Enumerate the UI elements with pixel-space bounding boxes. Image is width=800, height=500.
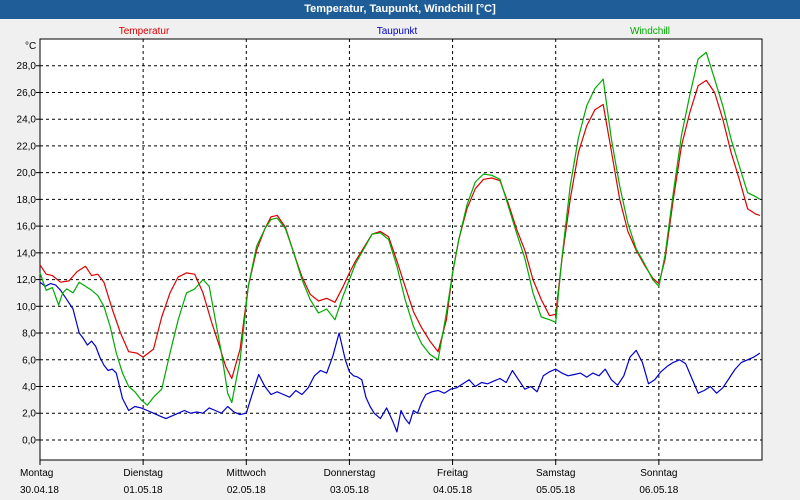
x-tick-date: 06.05.18	[639, 485, 678, 496]
series-line-taupunkt	[39, 281, 761, 433]
x-tick-date: 01.05.18	[124, 485, 163, 496]
x-axis-ticks: Montag 30.04.18 Dienstag 01.05.18 Mittwoch 02…	[20, 460, 679, 496]
y-tick-label: 2,0	[22, 409, 36, 420]
chart-area: 0,0 2,0 4,0 6,0 8,0 10,0 12,0 14,0 16,0 18,0 20,0 2…	[0, 19, 800, 500]
x-tick-day: Sonntag	[640, 468, 677, 479]
x-tick-day: Mittwoch	[227, 468, 266, 479]
legend: Temperatur Taupunkt Windchill	[119, 26, 670, 37]
series-line-temperatur	[39, 79, 761, 380]
y-tick-label: 8,0	[22, 329, 36, 340]
x-tick-day: Montag	[20, 468, 53, 479]
y-tick-label: 0,0	[22, 435, 36, 446]
series-line-windchill	[39, 51, 761, 406]
y-tick-label: 12,0	[17, 275, 37, 286]
y-axis-ticks: 0,0 2,0 4,0 6,0 8,0 10,0 12,0 14,0 16,0 18,0 20,0 2…	[17, 61, 40, 446]
x-tick-day: Samstag	[536, 468, 575, 479]
y-tick-label: 4,0	[22, 382, 36, 393]
window-title: Temperatur, Taupunkt, Windchill [°C]	[0, 0, 800, 19]
legend-windchill: Windchill	[630, 26, 670, 37]
x-tick-date: 04.05.18	[433, 485, 472, 496]
legend-taupunkt: Taupunkt	[377, 26, 418, 37]
x-tick-date: 05.05.18	[536, 485, 575, 496]
y-tick-label: 22,0	[17, 141, 37, 152]
y-tick-label: 6,0	[22, 355, 36, 366]
y-tick-label: 10,0	[17, 302, 37, 313]
y-tick-label: 24,0	[17, 115, 37, 126]
grid-lines	[40, 39, 762, 460]
y-tick-label: 16,0	[17, 222, 37, 233]
x-tick-date: 03.05.18	[330, 485, 369, 496]
x-tick-day: Freitag	[437, 468, 468, 479]
plot-area	[39, 38, 763, 461]
y-tick-label: 26,0	[17, 88, 37, 99]
x-tick-day: Dienstag	[123, 468, 162, 479]
y-tick-label: 18,0	[17, 195, 37, 206]
x-tick-date: 02.05.18	[227, 485, 266, 496]
y-axis-unit-label: °C	[25, 41, 36, 52]
y-tick-label: 28,0	[17, 61, 37, 72]
x-tick-date: 30.04.18	[20, 485, 59, 496]
x-tick-day: Donnerstag	[324, 468, 376, 479]
y-tick-label: 20,0	[17, 168, 37, 179]
legend-temperatur: Temperatur	[119, 26, 170, 37]
y-tick-label: 14,0	[17, 248, 37, 259]
series-lines	[39, 51, 761, 433]
